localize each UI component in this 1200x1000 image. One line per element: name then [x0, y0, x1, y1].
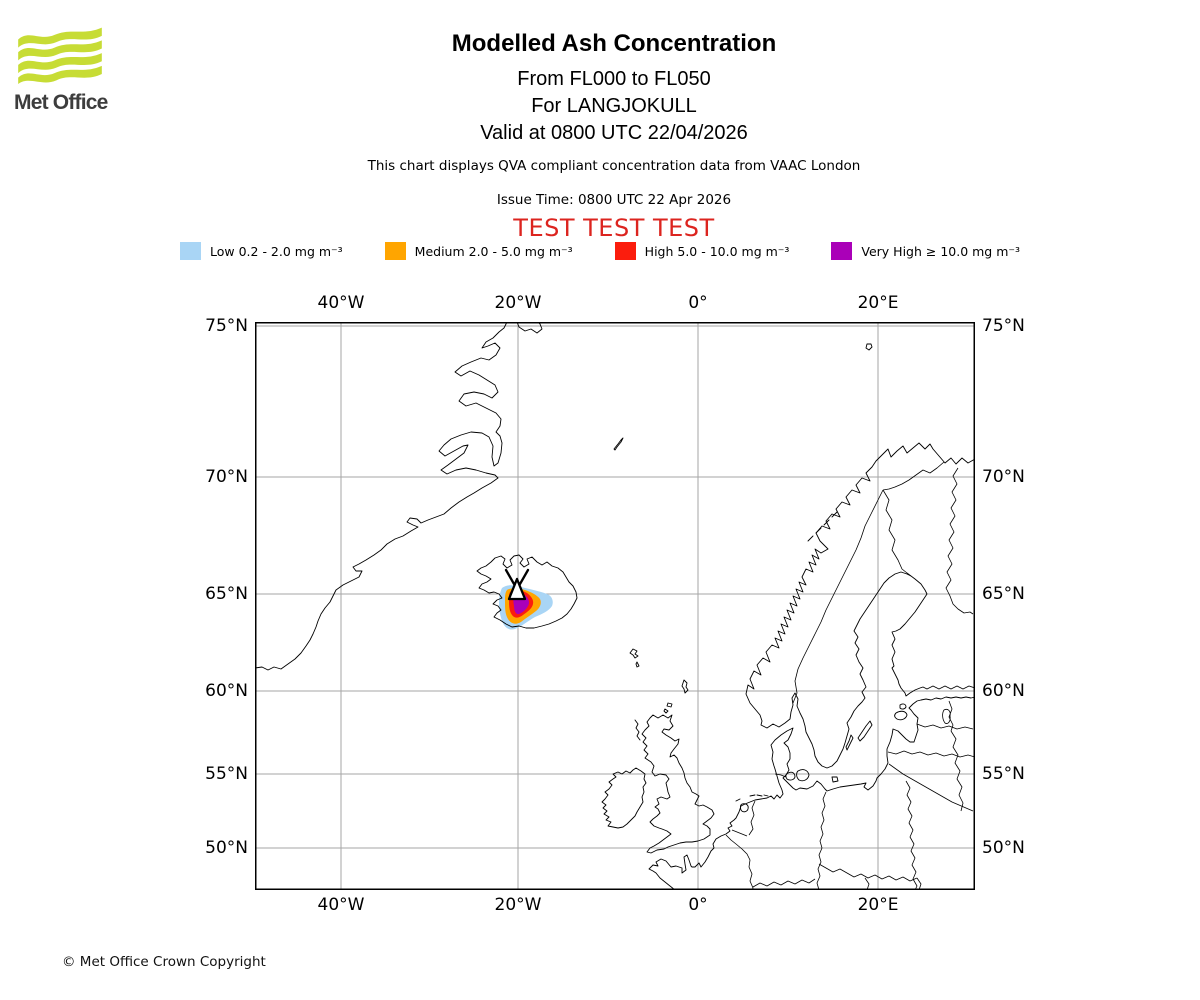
- border-russia-west: [950, 730, 964, 812]
- country-borders: [725, 461, 975, 890]
- test-banner: TEST TEST TEST: [513, 214, 715, 242]
- border-denmark-germany: [774, 773, 787, 778]
- lat-label-left-60n: 60°N: [205, 681, 248, 701]
- border-estonia-latvia: [916, 723, 974, 730]
- border-poland-east: [905, 780, 918, 890]
- lon-label-top-20e: 20°E: [857, 293, 899, 313]
- lat-label-left-70n: 70°N: [205, 467, 248, 487]
- coast-scandinavia: [745, 442, 975, 769]
- border-central-europe: [752, 877, 922, 890]
- lat-label-left-55n: 55°N: [205, 764, 248, 784]
- valid-time-subtitle: Valid at 0800 UTC 22/04/2026: [480, 122, 748, 144]
- lon-label-bottom-20e: 20°E: [857, 895, 899, 915]
- coast-bear-island: [865, 343, 873, 351]
- border-france-belgium-germany: [725, 834, 754, 890]
- border-norway-sweden: [792, 489, 884, 704]
- lon-label-bottom-40w: 40°W: [317, 895, 365, 915]
- coast-oland: [845, 734, 854, 751]
- lat-label-left-75n: 75°N: [205, 316, 248, 336]
- border-belgium-netherlands: [731, 829, 748, 837]
- lat-label-right-70n: 70°N: [982, 467, 1025, 487]
- medium-swatch: [384, 242, 406, 260]
- legend-item-low: Low 0.2 - 2.0 mg m⁻³: [180, 242, 343, 260]
- legend-item-medium: Medium 2.0 - 5.0 mg m⁻³: [384, 242, 573, 260]
- map-panel: [255, 322, 975, 890]
- lon-label-top-40w: 40°W: [317, 293, 365, 313]
- coast-lofoten: [807, 511, 838, 542]
- border-norway-finland: [882, 461, 945, 491]
- flight-level-subtitle: From FL000 to FL050: [517, 68, 711, 90]
- lon-label-bottom-20w: 20°W: [494, 895, 542, 915]
- lon-label-top-20w: 20°W: [494, 293, 542, 313]
- low-label: Low 0.2 - 2.0 mg m⁻³: [210, 243, 343, 259]
- coast-great-britain: [641, 714, 715, 854]
- issue-time: Issue Time: 0800 UTC 22 Apr 2026: [496, 192, 732, 208]
- high-swatch: [614, 242, 636, 260]
- coast-gotland: [857, 720, 873, 742]
- lat-label-left-50n: 50°N: [205, 838, 248, 858]
- concentration-legend: Low 0.2 - 2.0 mg m⁻³ Medium 2.0 - 5.0 mg…: [0, 242, 1200, 260]
- coastlines: [255, 322, 975, 890]
- coast-orkney: [663, 702, 673, 714]
- map-frame: [255, 322, 975, 890]
- legend-item-very-high: Very High ≥ 10.0 mg m⁻³: [831, 242, 1020, 260]
- lon-label-top-0: 0°: [688, 293, 708, 313]
- graticule-lines: [255, 322, 975, 890]
- coast-jan-mayen: [613, 437, 624, 451]
- logo-wordmark: Met Office: [14, 91, 108, 114]
- volcano-subtitle: For LANGJOKULL: [531, 95, 697, 117]
- low-swatch: [180, 242, 201, 260]
- coast-frisian-islands: [735, 794, 769, 802]
- coast-faroes: [629, 648, 640, 668]
- very-high-label: Very High ≥ 10.0 mg m⁻³: [861, 243, 1020, 259]
- lat-label-right-75n: 75°N: [982, 316, 1025, 336]
- coast-estonian-islands: [894, 703, 908, 721]
- border-netherlands-germany: [748, 800, 756, 836]
- logo-waves-icon: [18, 27, 102, 84]
- qva-description: This chart displays QVA compliant concen…: [367, 158, 861, 174]
- coast-greenland: [255, 322, 508, 671]
- coast-shetland: [681, 679, 689, 694]
- met-office-logo: Met Office: [14, 24, 124, 115]
- lat-label-right-60n: 60°N: [982, 681, 1025, 701]
- border-lithuania-belarus: [888, 763, 974, 812]
- border-germany-poland: [816, 791, 827, 890]
- coast-funen: [785, 771, 796, 781]
- medium-label: Medium 2.0 - 5.0 mg m⁻³: [414, 243, 573, 259]
- high-label: High 5.0 - 10.0 mg m⁻³: [644, 243, 790, 259]
- lat-label-right-50n: 50°N: [982, 838, 1025, 858]
- map-canvas: [255, 322, 975, 890]
- lat-label-right-65n: 65°N: [982, 584, 1025, 604]
- border-estonia-russia: [942, 700, 954, 732]
- coast-ireland: [601, 767, 647, 829]
- coast-zealand: [796, 769, 810, 782]
- coast-iceland: [476, 554, 578, 629]
- coast-greenland-headland: [516, 322, 543, 334]
- coast-ijsselmeer: [739, 803, 749, 813]
- border-latvia-lithuania: [887, 750, 975, 758]
- lon-label-bottom-0: 0°: [688, 895, 708, 915]
- border-poland-czech-slovakia: [818, 863, 918, 882]
- lat-label-left-65n: 65°N: [205, 584, 248, 604]
- coast-hebrides: [634, 719, 641, 741]
- coast-continental-europe: [648, 696, 975, 890]
- page-title: Modelled Ash Concentration: [451, 30, 777, 57]
- border-sweden-finland: [882, 489, 912, 577]
- ash-plume: [499, 585, 553, 630]
- copyright-notice: © Met Office Crown Copyright: [62, 954, 266, 970]
- chart-header: Modelled Ash Concentration From FL000 to…: [28, 30, 1200, 147]
- very-high-swatch: [831, 242, 853, 260]
- border-finland-russia: [945, 467, 974, 615]
- coast-bornholm: [831, 776, 839, 783]
- volcano-marker-icon: [504, 568, 530, 601]
- lat-label-right-55n: 55°N: [982, 764, 1025, 784]
- legend-item-high: High 5.0 - 10.0 mg m⁻³: [614, 242, 790, 260]
